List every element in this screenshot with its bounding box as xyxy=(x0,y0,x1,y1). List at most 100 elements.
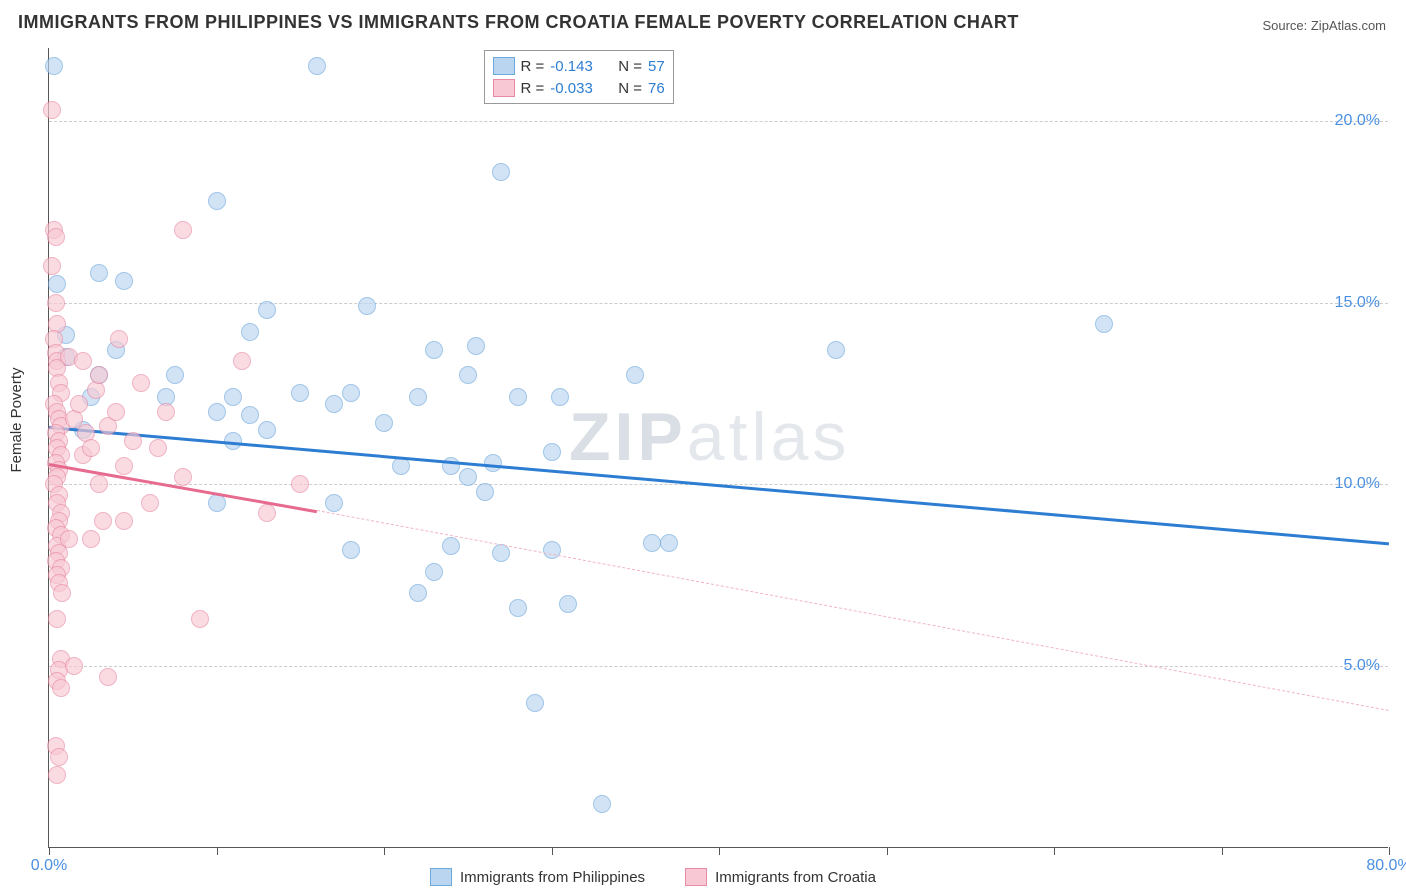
data-point xyxy=(115,272,133,290)
data-point xyxy=(442,537,460,555)
data-point xyxy=(48,275,66,293)
legend-item-label: Immigrants from Croatia xyxy=(715,869,876,886)
data-point xyxy=(375,414,393,432)
source-label: Source: ZipAtlas.com xyxy=(1262,18,1386,33)
data-point xyxy=(149,439,167,457)
data-point xyxy=(191,610,209,628)
ytick-label: 15.0% xyxy=(1335,294,1380,312)
legend-row: R =-0.033N =76 xyxy=(493,77,665,99)
data-point xyxy=(551,388,569,406)
data-point xyxy=(459,366,477,384)
legend-swatch-icon xyxy=(493,79,515,97)
data-point xyxy=(110,330,128,348)
legend-r-value: -0.033 xyxy=(550,80,612,97)
legend-swatch-icon xyxy=(493,57,515,75)
data-point xyxy=(124,432,142,450)
data-point xyxy=(509,599,527,617)
data-point xyxy=(308,57,326,75)
data-point xyxy=(241,323,259,341)
legend-r-label: R = xyxy=(521,58,545,75)
data-point xyxy=(241,406,259,424)
gridline xyxy=(49,666,1388,667)
data-point xyxy=(70,395,88,413)
data-point xyxy=(233,352,251,370)
data-point xyxy=(342,541,360,559)
ytick-label: 10.0% xyxy=(1335,475,1380,493)
data-point xyxy=(459,468,477,486)
data-point xyxy=(467,337,485,355)
data-point xyxy=(174,468,192,486)
xtick xyxy=(1222,847,1223,855)
data-point xyxy=(90,366,108,384)
ytick-label: 20.0% xyxy=(1335,112,1380,130)
data-point xyxy=(543,443,561,461)
data-point xyxy=(827,341,845,359)
data-point xyxy=(526,694,544,712)
watermark-bold: ZIP xyxy=(569,399,687,475)
data-point xyxy=(82,439,100,457)
legend-n-label: N = xyxy=(618,58,642,75)
data-point xyxy=(425,341,443,359)
xtick xyxy=(49,847,50,855)
data-point xyxy=(291,384,309,402)
data-point xyxy=(224,388,242,406)
data-point xyxy=(53,584,71,602)
data-point xyxy=(43,257,61,275)
xtick-label: 0.0% xyxy=(31,857,67,875)
data-point xyxy=(115,512,133,530)
data-point xyxy=(258,504,276,522)
data-point xyxy=(50,748,68,766)
trend-line xyxy=(49,426,1389,545)
data-point xyxy=(52,679,70,697)
data-point xyxy=(660,534,678,552)
data-point xyxy=(157,403,175,421)
data-point xyxy=(48,610,66,628)
data-point xyxy=(208,192,226,210)
data-point xyxy=(492,163,510,181)
data-point xyxy=(325,494,343,512)
data-point xyxy=(258,421,276,439)
data-point xyxy=(358,297,376,315)
legend-swatch-icon xyxy=(685,868,707,886)
legend-r-label: R = xyxy=(521,80,545,97)
data-point xyxy=(559,595,577,613)
xtick xyxy=(887,847,888,855)
data-point xyxy=(492,544,510,562)
data-point xyxy=(65,657,83,675)
data-point xyxy=(115,457,133,475)
gridline xyxy=(49,303,1388,304)
legend-swatch-icon xyxy=(430,868,452,886)
data-point xyxy=(325,395,343,413)
data-point xyxy=(107,403,125,421)
data-point xyxy=(60,530,78,548)
data-point xyxy=(342,384,360,402)
xtick xyxy=(384,847,385,855)
xtick-label: 80.0% xyxy=(1366,857,1406,875)
data-point xyxy=(291,475,309,493)
data-point xyxy=(94,512,112,530)
trend-line xyxy=(317,510,1389,711)
xtick xyxy=(719,847,720,855)
legend-item-croatia: Immigrants from Croatia xyxy=(685,868,876,886)
data-point xyxy=(43,101,61,119)
legend-row: R =-0.143N =57 xyxy=(493,55,665,77)
legend-n-value: 57 xyxy=(648,58,665,75)
watermark-light: atlas xyxy=(687,399,851,475)
legend-item-label: Immigrants from Philippines xyxy=(460,869,645,886)
xtick xyxy=(217,847,218,855)
data-point xyxy=(409,388,427,406)
data-point xyxy=(208,403,226,421)
gridline xyxy=(49,121,1388,122)
legend-n-value: 76 xyxy=(648,80,665,97)
data-point xyxy=(593,795,611,813)
legend-bottom: Immigrants from Philippines Immigrants f… xyxy=(430,868,876,886)
data-point xyxy=(90,264,108,282)
data-point xyxy=(48,766,66,784)
data-point xyxy=(425,563,443,581)
data-point xyxy=(47,228,65,246)
data-point xyxy=(174,221,192,239)
ytick-label: 5.0% xyxy=(1344,657,1380,675)
data-point xyxy=(99,668,117,686)
data-point xyxy=(82,530,100,548)
data-point xyxy=(626,366,644,384)
